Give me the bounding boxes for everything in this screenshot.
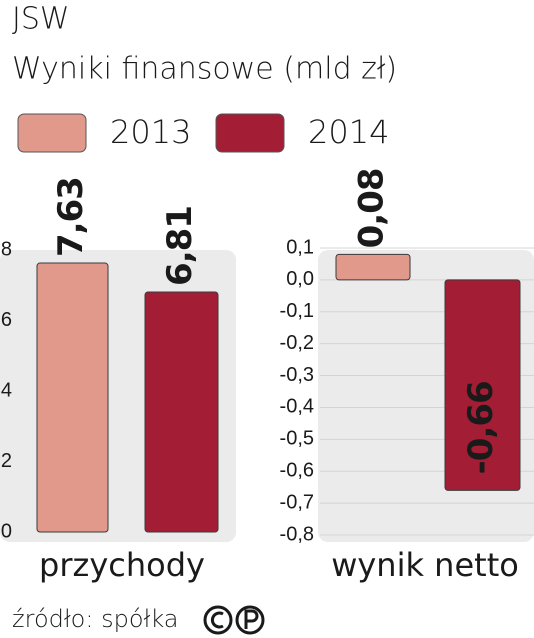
y-tick-label: 2 [1,450,12,472]
legend-swatch [17,113,87,153]
value-label: 6,81 [160,206,200,286]
y-tick-label: 0,0 [286,268,314,290]
value-label: 0,08 [352,168,392,248]
value-label: -0,66 [461,381,501,474]
y-tick-label: -0,6 [280,460,314,482]
x-axis-label: wynik netto [331,546,519,584]
license-icons [203,605,265,635]
y-tick-label: 0 [1,520,12,542]
y-tick-label: -0,1 [280,300,314,322]
bar [36,262,109,533]
y-tick-label: -0,4 [280,396,314,418]
y-tick-label: -0,7 [280,491,314,513]
y-tick-label: 6 [1,309,12,331]
y-tick-label: 0,1 [286,236,314,258]
value-label: 7,63 [51,177,91,257]
bar [335,253,411,281]
title: JSW [12,2,70,37]
y-tick-label: -0,2 [280,332,314,354]
bar [144,291,219,533]
y-tick-label: -0,3 [280,364,314,386]
bar [444,279,521,491]
y-tick-label: -0,5 [280,428,314,450]
y-tick-label: 4 [1,379,12,401]
legend-label: 2013 [110,113,191,151]
legend-label: 2014 [308,113,389,151]
subtitle: Wyniki finansowe (mld zł) [12,52,397,87]
x-axis-label: przychody [39,546,205,584]
y-tick-label: -0,8 [280,523,314,545]
y-tick-label: 8 [1,238,12,260]
legend-swatch [215,113,285,153]
source: źródło: spółka [12,605,179,633]
